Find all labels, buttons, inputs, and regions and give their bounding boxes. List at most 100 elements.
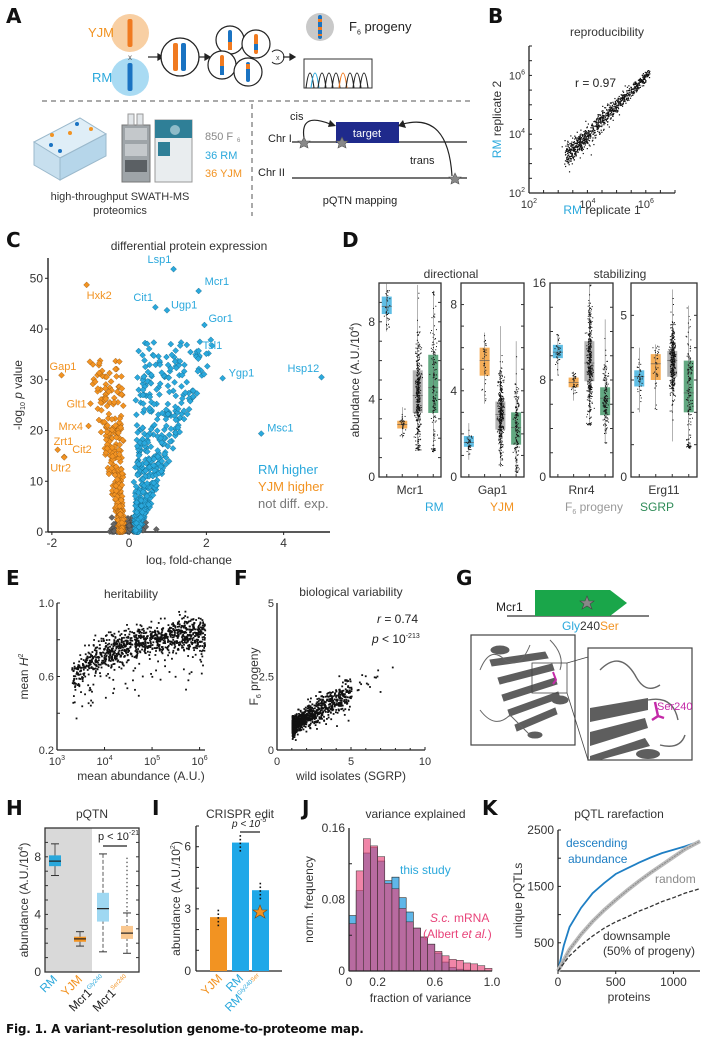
data-point (418, 426, 420, 428)
data-point (689, 391, 691, 393)
data-point (499, 397, 501, 399)
data-point (628, 85, 630, 87)
data-point (572, 137, 574, 139)
data-point (623, 97, 626, 99)
data-point (467, 446, 469, 448)
data-point (388, 323, 390, 325)
data-point (638, 80, 641, 82)
diploid-cell-icon (160, 37, 200, 77)
data-point (124, 639, 127, 642)
data-point (606, 417, 608, 419)
data-point (674, 383, 676, 385)
data-point (672, 298, 674, 300)
data-point (572, 386, 574, 388)
data-point (615, 107, 618, 109)
data-point (499, 380, 501, 382)
data-point (417, 439, 419, 441)
data-point (589, 375, 591, 377)
point-rm-higher (172, 403, 179, 411)
data-point (572, 157, 574, 160)
data-point (434, 404, 436, 406)
data-point (602, 402, 604, 404)
data-point (484, 391, 486, 393)
data-point (417, 369, 419, 371)
data-point (612, 106, 614, 108)
data-point (642, 73, 645, 75)
data-point (498, 373, 500, 375)
data-point (419, 356, 421, 358)
data-point (72, 669, 75, 672)
data-point (588, 423, 590, 425)
data-point (689, 395, 691, 397)
point-yjm-higher (117, 424, 125, 431)
data-point (607, 383, 609, 385)
data-point (499, 398, 501, 400)
data-point (567, 162, 569, 164)
data-point (689, 447, 691, 449)
data-point (624, 100, 626, 103)
data-point (671, 362, 673, 364)
data-point (518, 388, 520, 390)
data-point (584, 142, 586, 145)
point-yjm-higher (103, 428, 111, 436)
data-point (501, 459, 503, 461)
data-point (78, 684, 81, 686)
data-point (418, 391, 420, 393)
data-point (419, 344, 421, 346)
data-point (569, 160, 571, 162)
data-point (592, 139, 594, 141)
data-point (634, 82, 637, 84)
data-point (499, 417, 501, 419)
data-point (636, 88, 638, 90)
data-point (591, 340, 593, 342)
data-point (588, 371, 590, 373)
data-point (588, 144, 590, 146)
data-point (485, 345, 487, 347)
data-point (502, 409, 504, 411)
data-point (402, 420, 404, 422)
data-point (596, 128, 599, 130)
data-point (502, 416, 504, 418)
data-point (419, 392, 421, 394)
data-point (162, 639, 165, 642)
labeled-point (163, 306, 171, 314)
data-point (575, 146, 577, 148)
data-point (179, 643, 182, 645)
data-point (575, 154, 577, 156)
data-point (417, 366, 419, 368)
data-point (90, 699, 93, 702)
data-point (645, 73, 647, 75)
data-point (576, 146, 579, 148)
data-point (691, 366, 693, 368)
data-point (559, 354, 561, 356)
data-point (642, 76, 644, 79)
data-point (589, 395, 591, 397)
data-point (105, 654, 108, 657)
data-point (501, 436, 503, 438)
data-point (496, 419, 498, 421)
data-point (417, 390, 419, 392)
data-point (564, 151, 567, 154)
x-tick-label: 4 (280, 536, 287, 550)
data-point (419, 416, 421, 418)
point-rm-higher (203, 350, 210, 358)
data-point (603, 121, 605, 123)
point-rm-higher (164, 410, 172, 418)
data-point (674, 378, 676, 380)
data-point (644, 82, 646, 84)
data-point (500, 395, 502, 397)
data-point (416, 447, 418, 449)
data-point (403, 432, 405, 434)
data-point (627, 90, 629, 92)
data-point (434, 406, 436, 408)
data-point (588, 350, 590, 352)
data-point (590, 346, 592, 348)
data-point (434, 448, 436, 450)
data-point (416, 389, 418, 391)
data-point (587, 370, 589, 372)
data-point (589, 366, 591, 368)
data-point (431, 421, 433, 423)
data-point (433, 419, 435, 421)
data-point (469, 446, 471, 448)
data-point (688, 394, 690, 396)
